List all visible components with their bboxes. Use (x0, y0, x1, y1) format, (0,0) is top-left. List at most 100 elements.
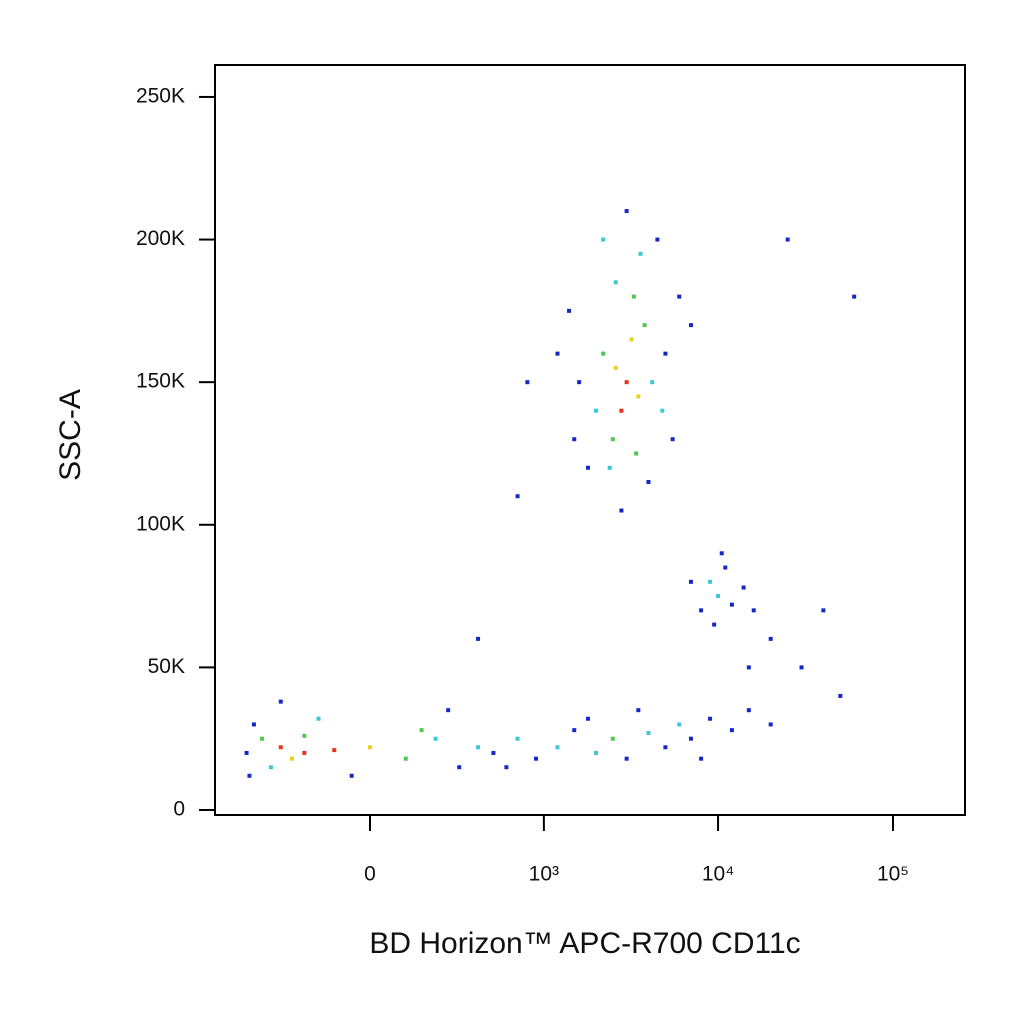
dot (567, 308, 572, 313)
dot (251, 722, 256, 727)
dot (613, 280, 618, 285)
dot (688, 736, 693, 741)
dot (302, 733, 307, 738)
x-axis-label: BD Horizon™ APC-R700 CD11c (369, 927, 800, 960)
x-tick-label: 10⁴ (702, 863, 734, 886)
dot (289, 756, 294, 761)
dot (534, 756, 539, 761)
dot (660, 408, 665, 413)
dot (515, 736, 520, 741)
dot (688, 579, 693, 584)
dot (593, 408, 598, 413)
x-tick-label: 10³ (529, 863, 559, 886)
dot (629, 337, 634, 342)
dot (677, 294, 682, 299)
dot (636, 394, 641, 399)
dot (504, 765, 509, 770)
dot (610, 437, 615, 442)
dot (631, 294, 636, 299)
dot (555, 351, 560, 356)
dot (619, 408, 624, 413)
y-tick-label: 100K (136, 512, 185, 535)
dot (712, 622, 717, 627)
dot (593, 750, 598, 755)
dot (716, 594, 721, 599)
dot (457, 765, 462, 770)
dot (601, 351, 606, 356)
dot (607, 465, 612, 470)
dot (751, 608, 756, 613)
dot (491, 750, 496, 755)
dot (515, 494, 520, 499)
dot (699, 608, 704, 613)
dot (708, 716, 713, 721)
dot (670, 437, 675, 442)
dot (419, 728, 424, 733)
dot (624, 209, 629, 214)
dot (555, 745, 560, 750)
x-tick-label: 10⁵ (877, 863, 909, 886)
dot (332, 748, 337, 753)
y-tick-label: 200K (136, 227, 185, 250)
dot (259, 736, 264, 741)
dot (476, 745, 481, 750)
dot (577, 380, 582, 385)
dot (708, 579, 713, 584)
dot (433, 736, 438, 741)
dot (746, 665, 751, 670)
dot (403, 756, 408, 761)
dot (349, 773, 354, 778)
dot (610, 736, 615, 741)
dot (572, 437, 577, 442)
dot (663, 745, 668, 750)
dot (525, 380, 530, 385)
x-tick-label: 0 (364, 863, 376, 886)
dot (642, 323, 647, 328)
y-tick-label: 150K (136, 370, 185, 393)
dot (585, 465, 590, 470)
dot (655, 237, 660, 242)
dot (663, 351, 668, 356)
dot (601, 237, 606, 242)
dot (638, 251, 643, 256)
dot (446, 708, 451, 713)
y-tick-label: 0 (173, 798, 185, 821)
dot (677, 722, 682, 727)
dot (368, 745, 373, 750)
y-axis-label: SSC-A (54, 389, 87, 481)
dot (719, 551, 724, 556)
dot (624, 380, 629, 385)
dot (244, 750, 249, 755)
dot (699, 756, 704, 761)
dot (723, 565, 728, 570)
dot (316, 716, 321, 721)
dot (741, 585, 746, 590)
dot (785, 237, 790, 242)
dot (729, 602, 734, 607)
dot (634, 451, 639, 456)
dot (768, 636, 773, 641)
dot (476, 636, 481, 641)
dot (624, 756, 629, 761)
dot (572, 728, 577, 733)
plot-frame (214, 64, 966, 816)
dot (852, 294, 857, 299)
dot (688, 323, 693, 328)
dot (268, 765, 273, 770)
dot (278, 745, 283, 750)
dot (729, 728, 734, 733)
dot (278, 699, 283, 704)
dot (646, 479, 651, 484)
y-tick-label: 50K (148, 655, 185, 678)
dot (302, 750, 307, 755)
dot (247, 773, 252, 778)
dot (613, 365, 618, 370)
dot (636, 708, 641, 713)
dot (646, 730, 651, 735)
y-tick-label: 250K (136, 84, 185, 107)
dot (838, 693, 843, 698)
dot (821, 608, 826, 613)
dot (619, 508, 624, 513)
dot (650, 380, 655, 385)
